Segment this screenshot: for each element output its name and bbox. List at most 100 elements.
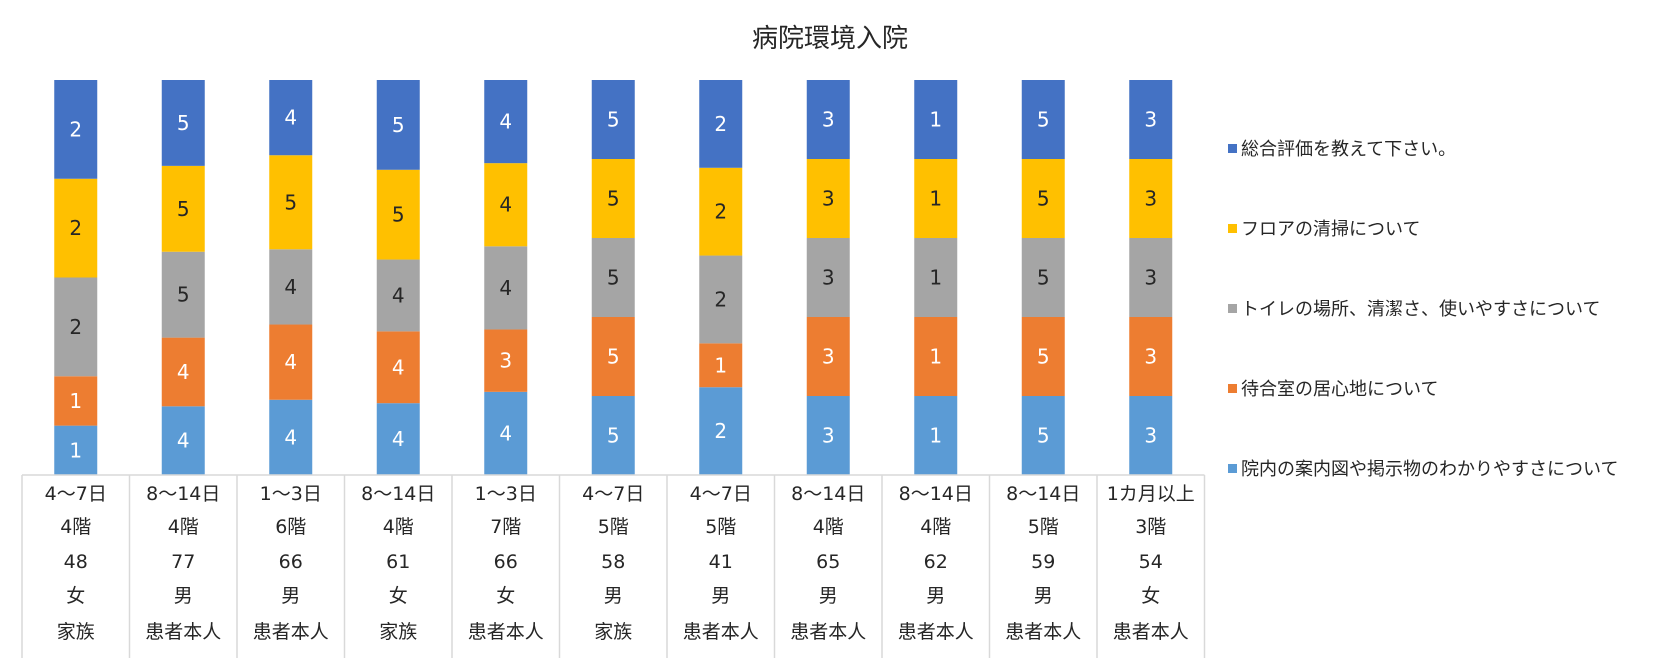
bar-value-label: 3: [1144, 187, 1157, 211]
category-label: 4階: [920, 516, 951, 538]
category-label: 6階: [275, 516, 306, 538]
category-label: 女: [496, 585, 515, 607]
legend-item: 総合評価を教えて下さい。: [1228, 108, 1618, 188]
bar-value-label: 3: [822, 345, 835, 369]
legend-swatch: [1228, 383, 1237, 393]
bar-value-label: 5: [1037, 187, 1050, 211]
category-label: 男: [819, 585, 838, 607]
bar-segment: [54, 178, 98, 278]
bar-segment: [54, 425, 98, 475]
category-label: 66: [279, 551, 303, 573]
bar-segment: [806, 80, 850, 159]
category-label: 患者本人: [683, 621, 759, 643]
bar-segment: [914, 396, 958, 475]
category-label: 59: [1031, 551, 1055, 573]
category-label: 41: [709, 551, 733, 573]
bar-segment: [269, 80, 313, 156]
category-label: 58: [601, 551, 625, 573]
bar-segment: [54, 277, 98, 377]
bar-value-label: 4: [499, 110, 512, 134]
bar-value-label: 3: [1144, 424, 1157, 448]
bar-value-label: 4: [284, 425, 297, 449]
bar-value-label: 3: [822, 187, 835, 211]
bar-segment: [914, 317, 958, 396]
bar-value-label: 1: [929, 266, 942, 290]
bar-value-label: 2: [714, 419, 727, 443]
bar-value-label: 2: [714, 287, 727, 311]
legend-item: 待合室の居心地について: [1228, 348, 1618, 428]
category-label: 5階: [1028, 516, 1059, 538]
bar-segment: [1021, 80, 1065, 159]
bar-value-label: 4: [284, 350, 297, 374]
bar-segment: [591, 80, 635, 159]
bar-value-label: 3: [1144, 345, 1157, 369]
bar-segment: [1129, 317, 1173, 396]
bar-segment: [269, 155, 313, 250]
category-label: 4〜7日: [582, 483, 644, 505]
legend-label: トイレの場所、清潔さ、使いやすさについて: [1241, 299, 1601, 320]
category-label: 5階: [598, 516, 629, 538]
bar-value-label: 2: [69, 117, 82, 141]
category-label: 8〜14日: [899, 483, 973, 505]
category-label: 54: [1139, 551, 1163, 573]
bar-value-label: 3: [1144, 266, 1157, 290]
bar-segment: [1021, 159, 1065, 238]
bar-segment: [699, 167, 743, 256]
bar-segment: [376, 403, 420, 475]
category-label: 66: [494, 551, 518, 573]
legend-label: 院内の案内図や掲示物のわかりやすさについて: [1241, 459, 1619, 480]
bar-value-label: 1: [929, 108, 942, 132]
bar-segment: [161, 80, 205, 166]
legend-item: フロアの清掃について: [1228, 188, 1618, 268]
bar-value-label: 3: [822, 266, 835, 290]
bar-value-label: 5: [284, 190, 297, 214]
bar-segment: [161, 251, 205, 338]
legend-item: 院内の案内図や掲示物のわかりやすさについて: [1228, 428, 1618, 508]
bar-value-label: 2: [714, 200, 727, 224]
bar-value-label: 5: [607, 345, 620, 369]
bar-segment: [484, 329, 528, 392]
legend-label: 総合評価を教えて下さい。: [1241, 139, 1457, 160]
category-label: 7階: [490, 516, 521, 538]
category-label: 1カ月以上: [1107, 483, 1195, 505]
bar-value-label: 4: [284, 275, 297, 299]
category-label: 男: [1034, 585, 1053, 607]
bar-segment: [161, 165, 205, 252]
bar-segment: [699, 80, 743, 168]
category-label: 女: [389, 585, 408, 607]
bar-value-label: 5: [607, 266, 620, 290]
bar-segment: [1021, 238, 1065, 317]
category-label: 3階: [1135, 516, 1166, 538]
bar-value-label: 4: [499, 421, 512, 445]
category-label: 患者本人: [898, 621, 974, 643]
bar-value-label: 3: [1144, 108, 1157, 132]
bar-segment: [54, 80, 98, 179]
bar-segment: [376, 169, 420, 260]
category-label: 患者本人: [468, 621, 544, 643]
bar-value-label: 2: [69, 315, 82, 339]
bar-segment: [1129, 80, 1173, 159]
bar-value-label: 3: [822, 424, 835, 448]
category-label: 家族: [379, 621, 417, 643]
bar-segment: [806, 159, 850, 238]
bar-segment: [161, 406, 205, 475]
bar-value-label: 4: [284, 106, 297, 130]
bar-segment: [699, 387, 743, 475]
legend-swatch: [1228, 303, 1237, 313]
bar-value-label: 5: [177, 111, 190, 135]
bar-segment: [591, 396, 635, 475]
category-label: 患者本人: [790, 621, 866, 643]
bar-segment: [484, 80, 528, 164]
bar-segment: [699, 343, 743, 388]
bar-value-label: 4: [392, 355, 405, 379]
chart-title: 病院環境入院: [751, 24, 908, 54]
bar-value-label: 4: [392, 283, 405, 307]
bar-segment: [54, 376, 98, 426]
bar-value-label: 2: [69, 216, 82, 240]
legend-swatch: [1228, 143, 1237, 153]
legend-swatch: [1228, 463, 1237, 473]
bar-segment: [591, 159, 635, 238]
category-label: 男: [711, 585, 730, 607]
bar-segment: [591, 238, 635, 317]
